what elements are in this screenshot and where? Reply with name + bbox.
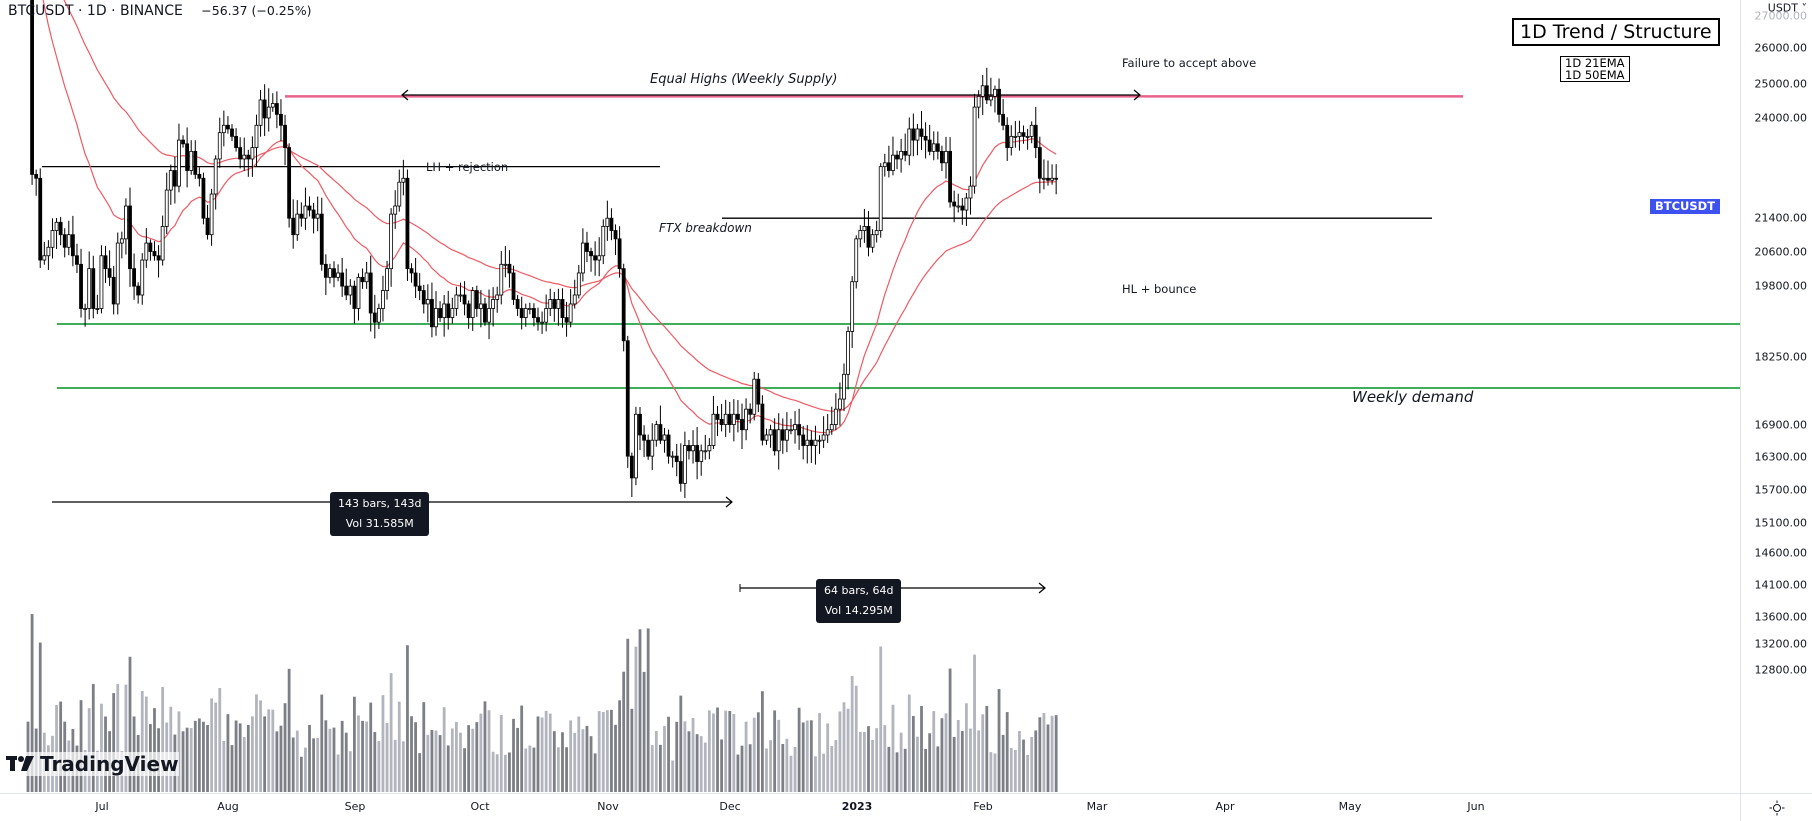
symbol-legend[interactable]: BTCUSDT · 1D · BINANCE −56.37 (−0.25%) xyxy=(8,3,311,19)
time-label: Dec xyxy=(719,800,741,813)
price-tick: 13200.00 xyxy=(1754,637,1808,651)
price-tick: 15100.00 xyxy=(1754,516,1808,530)
candlestick-plot[interactable] xyxy=(0,0,1740,793)
measure1-bars: 143 bars, 143d xyxy=(338,497,422,510)
ema-legend-box[interactable]: 1D 21EMA 1D 50EMA xyxy=(1560,56,1630,82)
price-tick: 16900.00 xyxy=(1754,418,1808,432)
price-tick: 13600.00 xyxy=(1754,610,1808,624)
measure2-volume: Vol 14.295M xyxy=(824,604,893,617)
price-tick: 26000.00 xyxy=(1754,41,1808,55)
tradingview-logo-icon xyxy=(6,756,34,771)
time-label: Oct xyxy=(470,800,490,813)
time-label: Nov xyxy=(597,800,619,813)
settings-sun-icon xyxy=(1769,800,1785,815)
measure-tooltip-64: 64 bars, 64d Vol 14.295M xyxy=(816,579,902,623)
ema21-legend: 1D 21EMA xyxy=(1565,56,1625,70)
hl-bounce-label[interactable]: HL + bounce xyxy=(1122,282,1197,296)
price-tick: 27000.00 xyxy=(1754,9,1808,23)
measure2-bars: 64 bars, 64d xyxy=(824,584,894,597)
price-tick: 21400.00 xyxy=(1754,211,1808,225)
time-label: Aug xyxy=(217,800,239,813)
currency-selector[interactable]: USDT ˅ xyxy=(1767,1,1807,15)
price-tick: 15700.00 xyxy=(1754,483,1808,497)
price-tick: 14100.00 xyxy=(1754,578,1808,592)
time-label: Mar xyxy=(1086,800,1108,813)
time-label: Sep xyxy=(344,800,366,813)
tradingview-logo[interactable]: TradingView xyxy=(6,752,179,776)
price-change: −56.37 (−0.25%) xyxy=(201,3,312,18)
time-label: Jul xyxy=(95,800,109,813)
time-label: Apr xyxy=(1215,800,1235,813)
price-tick: 14600.00 xyxy=(1754,546,1808,560)
price-tick: 18250.00 xyxy=(1754,350,1808,364)
failure-label[interactable]: Failure to accept above xyxy=(1122,56,1257,70)
time-label: 2023 xyxy=(841,800,873,813)
time-label: May xyxy=(1338,800,1362,813)
price-tick: 19800.00 xyxy=(1754,279,1808,293)
price-pane[interactable]: BTCUSDT · 1D · BINANCE −56.37 (−0.25%) 1… xyxy=(0,0,1740,793)
ema50-legend: 1D 50EMA xyxy=(1565,68,1625,82)
price-tick: 12800.00 xyxy=(1754,663,1808,677)
price-tick: 24000.00 xyxy=(1754,111,1808,125)
time-label: Feb xyxy=(973,800,993,813)
time-label: Jun xyxy=(1467,800,1485,813)
price-tick: 20600.00 xyxy=(1754,245,1808,259)
symbol-price-tag: BTCUSDT xyxy=(1650,199,1721,214)
measure-tooltip-143: 143 bars, 143d Vol 31.585M xyxy=(330,492,430,536)
tradingview-logo-text: TradingView xyxy=(40,752,179,776)
equal-highs-label[interactable]: Equal Highs (Weekly Supply) xyxy=(650,72,838,87)
measure1-volume: Vol 31.585M xyxy=(345,517,414,530)
price-tick: 16300.00 xyxy=(1754,450,1808,464)
price-tick: 25000.00 xyxy=(1754,77,1808,91)
chart-title-annotation[interactable]: 1D Trend / Structure xyxy=(1512,18,1720,46)
chart-settings-button[interactable] xyxy=(1740,793,1812,821)
ftx-breakdown-label[interactable]: FTX breakdown xyxy=(659,221,752,235)
time-axis[interactable]: Jul Aug Sep Oct Nov Dec 2023 Feb Mar Apr May Jun xyxy=(0,793,1740,821)
weekly-demand-label[interactable]: Weekly demand xyxy=(1352,388,1474,406)
lh-rejection-label[interactable]: LH + rejection xyxy=(426,160,509,174)
symbol-title: BTCUSDT · 1D · BINANCE xyxy=(8,3,183,19)
price-axis[interactable]: USDT ˅ 27000.00 26000.00 25000.00 24000.00 2… xyxy=(1740,0,1812,793)
